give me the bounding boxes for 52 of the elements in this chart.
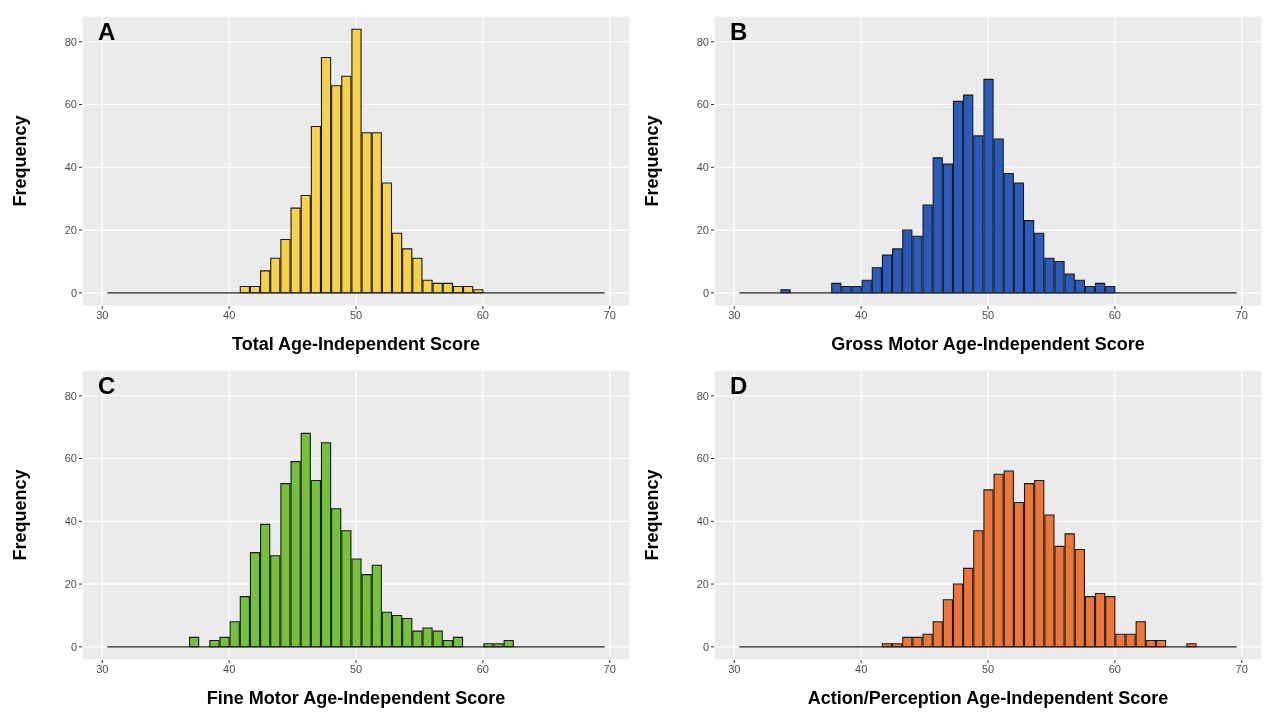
- y-tick-label: 20: [696, 223, 709, 236]
- x-tick-label: 30: [728, 662, 741, 675]
- x-tick-label: 60: [476, 308, 489, 321]
- y-tick-label: 20: [64, 577, 77, 590]
- y-tick-label: 60: [64, 452, 77, 465]
- x-tick-label: 50: [349, 308, 363, 321]
- annotation: D: [730, 372, 748, 400]
- annotation: C: [98, 372, 116, 400]
- y-tick-label: 0: [702, 640, 709, 653]
- y-tick-label: 80: [64, 35, 77, 48]
- x-tick-label: 40: [855, 662, 868, 675]
- y-tick-label: 60: [696, 98, 709, 111]
- y-tick-label: 20: [64, 223, 77, 236]
- x-tick-label: 60: [476, 662, 489, 675]
- x-tick-label: 30: [96, 308, 109, 321]
- x-tick-label: 30: [96, 662, 109, 675]
- y-tick-label: 60: [64, 98, 77, 111]
- y-axis-title: Frequency: [642, 469, 663, 561]
- y-tick-label: 0: [70, 640, 77, 653]
- y-axis-title: Frequency: [10, 115, 31, 207]
- y-axis-title: Frequency: [10, 469, 31, 561]
- y-tick-label: 0: [702, 286, 709, 299]
- y-tick-label: 80: [696, 35, 709, 48]
- annotation: A: [98, 18, 116, 46]
- x-axis-title: Fine Motor Age-Independent Score: [206, 688, 506, 708]
- x-tick-label: 50: [981, 308, 995, 321]
- y-axis-title: Frequency: [642, 115, 663, 207]
- x-axis-title: Total Age-Independent Score: [231, 334, 481, 354]
- x-tick-label: 70: [1235, 662, 1248, 675]
- y-tick-label: 40: [696, 515, 709, 528]
- y-tick-label: 60: [696, 452, 709, 465]
- y-tick-label: 40: [696, 161, 709, 174]
- x-tick-label: 60: [1108, 308, 1121, 321]
- x-tick-label: 70: [603, 308, 616, 321]
- y-tick-label: 80: [696, 389, 709, 402]
- x-tick-label: 30: [728, 308, 741, 321]
- x-tick-label: 50: [349, 662, 363, 675]
- x-tick-label: 50: [981, 662, 995, 675]
- x-axis-title: Action/Perception Age-Independent Score: [807, 688, 1169, 708]
- y-tick-label: 80: [64, 389, 77, 402]
- annotation: B: [730, 18, 748, 46]
- x-tick-label: 40: [855, 308, 868, 321]
- y-tick-label: 40: [64, 161, 77, 174]
- x-axis-title: Gross Motor Age-Independent Score: [831, 334, 1145, 354]
- y-tick-label: 0: [70, 286, 77, 299]
- x-tick-label: 40: [223, 308, 236, 321]
- x-tick-label: 40: [223, 662, 236, 675]
- x-tick-label: 60: [1108, 662, 1121, 675]
- x-tick-label: 70: [603, 662, 616, 675]
- y-tick-label: 20: [696, 577, 709, 590]
- y-tick-label: 40: [64, 515, 77, 528]
- x-tick-label: 70: [1235, 308, 1248, 321]
